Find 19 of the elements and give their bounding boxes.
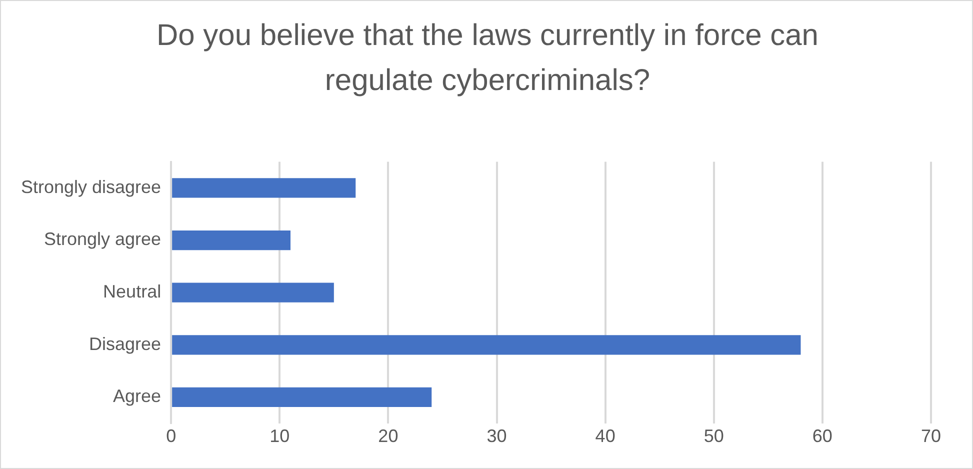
y-tick-label: Agree [113, 386, 162, 406]
x-tick-label: 50 [704, 426, 724, 446]
y-tick-label: Neutral [103, 282, 162, 302]
y-tick-label: Strongly disagree [20, 176, 162, 197]
x-tick-label: 0 [166, 426, 176, 446]
x-tick-label: 40 [595, 426, 616, 446]
y-tick-label: Strongly agree [44, 229, 162, 250]
x-tick-label: 60 [812, 426, 832, 446]
bar [172, 178, 356, 198]
bar [172, 282, 334, 302]
x-tick-label: 30 [486, 426, 507, 446]
x-tick-label: 10 [270, 426, 290, 446]
bar [172, 335, 801, 355]
bar [172, 387, 432, 408]
x-tick-label: 20 [378, 426, 398, 446]
x-tick-label: 70 [920, 426, 942, 446]
bar [172, 230, 290, 250]
chart-title: Do you believe that the laws currently in force can regulate cybercriminals? [155, 18, 820, 99]
y-tick-label: Disagree [89, 334, 162, 354]
